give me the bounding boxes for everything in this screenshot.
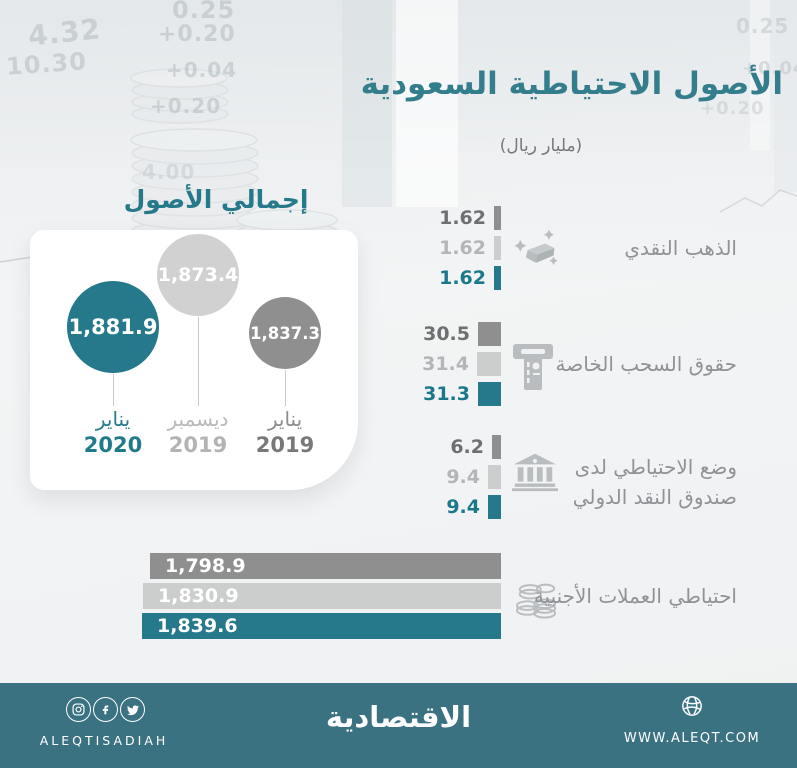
- bar: 1,830.9: [143, 583, 501, 609]
- bar: [478, 382, 501, 406]
- bar-value: 1,839.6: [157, 615, 238, 637]
- bar-value: 6.2: [450, 436, 484, 458]
- bar-value: 1.62: [439, 267, 486, 289]
- bar-value: 9.4: [446, 466, 480, 488]
- ticker-number: +0.04: [742, 58, 797, 79]
- ticker-number: +0.04: [166, 58, 238, 82]
- total-circle-jan-2019: 1,837.3: [249, 297, 321, 369]
- category-label-fx: احتياطي العملات الأجنبية: [533, 584, 737, 608]
- totals-heading: إجمالي الأصول: [123, 185, 309, 214]
- background-band: [774, 0, 797, 192]
- bar-group-sdr: 30.5 31.4 31.3: [422, 322, 501, 412]
- background-band: [396, 0, 458, 207]
- bar: 1,798.9: [150, 553, 501, 579]
- month-label: يناير: [267, 407, 303, 431]
- ticker-number: +0.20: [700, 98, 765, 119]
- twitter-icon[interactable]: [120, 697, 145, 722]
- background-band: [342, 0, 392, 207]
- category-label-line1: وضع الاحتياطي لدى: [574, 455, 737, 479]
- ticker-number: +0.20: [150, 94, 222, 118]
- bar: 1,839.6: [142, 613, 501, 639]
- ticker-number: +0.20: [158, 22, 236, 47]
- bar: [488, 495, 501, 519]
- bar: [478, 322, 501, 346]
- bar-value: 1.62: [439, 207, 486, 229]
- bar: [488, 465, 501, 489]
- year-label: 2019: [255, 433, 315, 457]
- bar-value: 9.4: [446, 496, 480, 518]
- ticker-number: 4.00: [142, 160, 196, 184]
- month-label: ديسمبر: [167, 407, 229, 431]
- bar: [494, 236, 501, 260]
- gold-bars-icon: [512, 228, 560, 276]
- ticker-number: 0.25: [172, 0, 236, 24]
- total-value: 1,873.4: [157, 264, 239, 286]
- cash-dispenser-icon: [512, 342, 554, 398]
- year-label: 2019: [168, 433, 228, 457]
- circle-stem: [113, 374, 114, 406]
- coins-icon: [514, 577, 558, 623]
- unit-label: (مليار ريال): [499, 136, 583, 156]
- date-label-jan-2019: يناير 2019: [235, 407, 335, 458]
- ticker-number: 10.30: [5, 47, 88, 81]
- bar-value: 31.3: [423, 383, 470, 405]
- date-label-jan-2020: يناير 2020: [63, 407, 163, 458]
- instagram-icon[interactable]: [66, 697, 91, 722]
- total-value: 1,837.3: [250, 323, 320, 343]
- bar-value: 1,830.9: [158, 585, 239, 607]
- bar-group-fx: 1,798.9 1,830.9 1,839.6: [142, 553, 501, 643]
- bar-group-gold: 1.62 1.62 1.62: [439, 206, 501, 296]
- total-value: 1,881.9: [68, 315, 158, 339]
- bar-value: 31.4: [422, 353, 469, 375]
- date-label-dec-2019: ديسمبر 2019: [148, 407, 248, 458]
- website-link[interactable]: WWW.ALEQT.COM: [623, 731, 761, 746]
- ticker-number: 0.25: [736, 14, 790, 38]
- social-icons: [66, 697, 145, 722]
- bar: [477, 352, 501, 376]
- bar: [492, 435, 501, 459]
- background-band: [750, 0, 770, 150]
- year-label: 2020: [83, 433, 143, 457]
- bar: [494, 266, 501, 290]
- bar-value: 1.62: [439, 237, 486, 259]
- bank-icon: [512, 452, 558, 496]
- total-circle-dec-2019: 1,873.4: [157, 234, 239, 316]
- bar-value: 1,798.9: [165, 555, 246, 577]
- facebook-icon[interactable]: [93, 697, 118, 722]
- footer: ALEQTISADIAH الاقتصادية WWW.ALEQT.COM: [0, 683, 797, 768]
- social-handle: ALEQTISADIAH: [39, 733, 169, 748]
- bar-group-imf: 6.2 9.4 9.4: [446, 435, 501, 525]
- category-label-gold: الذهب النقدي: [624, 236, 737, 260]
- category-label-imf: وضع الاحتياطي لدى صندوق النقد الدولي: [573, 452, 737, 512]
- page-title: الأصول الاحتياطية السعودية: [360, 66, 783, 102]
- category-label-line2: صندوق النقد الدولي: [572, 485, 737, 509]
- globe-icon: [681, 695, 703, 721]
- total-circle-jan-2020: 1,881.9: [67, 281, 159, 373]
- circle-stem: [198, 317, 199, 406]
- category-label-sdr: حقوق السحب الخاصة: [555, 352, 737, 376]
- month-label: يناير: [95, 407, 131, 431]
- circle-stem: [285, 370, 286, 406]
- bar: [494, 206, 501, 230]
- bar-value: 30.5: [423, 323, 470, 345]
- brand-logo: الاقتصادية: [325, 700, 472, 734]
